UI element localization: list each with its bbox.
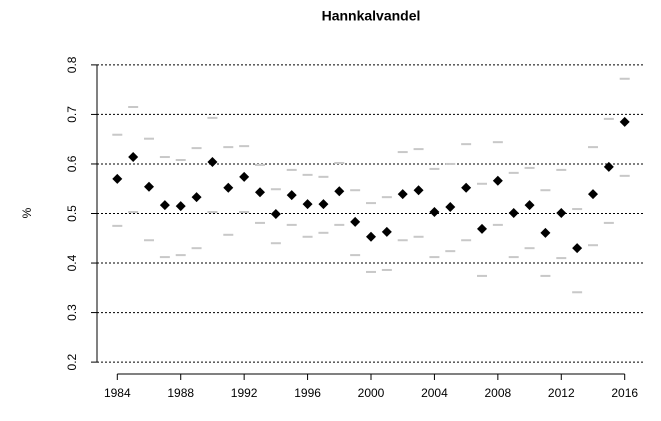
point [191,192,202,203]
point [223,182,234,193]
y-tick-label: 0.6 [65,155,79,172]
point [397,189,408,200]
point [270,208,281,219]
x-tick-label: 1988 [167,386,194,400]
y-tick-label: 0.2 [65,353,79,370]
point [381,226,392,237]
x-tick-label: 2016 [611,386,638,400]
point [540,227,551,238]
point [508,208,519,219]
point [286,190,297,201]
point [429,207,440,218]
point [239,171,250,182]
point [350,216,361,227]
point [619,116,630,127]
chart-title: Hannkalvandel [322,8,421,24]
y-tick-label: 0.3 [65,304,79,321]
y-axis-label: % [20,207,34,218]
x-tick-label: 2004 [421,386,448,400]
point [524,200,535,211]
point [556,208,567,219]
y-tick-label: 0.8 [65,56,79,73]
point [492,175,503,186]
point [366,231,376,242]
x-tick-label: 1984 [104,386,131,400]
point [461,182,472,193]
point [159,200,170,211]
point [476,223,487,234]
point [334,186,345,197]
x-tick-label: 1992 [231,386,258,400]
point [144,181,155,192]
y-tick-label: 0.5 [65,205,79,222]
point [255,187,266,198]
point [128,152,139,163]
x-tick-label: 2012 [548,386,575,400]
point [572,243,583,254]
point [302,199,313,210]
point [207,156,218,167]
point [445,202,456,213]
point [603,161,614,172]
y-tick-label: 0.4 [65,254,79,271]
y-tick-label: 0.7 [65,106,79,123]
point [175,201,186,212]
x-tick-label: 1996 [294,386,321,400]
point [112,173,123,184]
point [318,199,329,210]
point [587,189,598,200]
x-tick-label: 2008 [485,386,512,400]
x-tick-label: 2000 [358,386,385,400]
point [413,185,424,196]
